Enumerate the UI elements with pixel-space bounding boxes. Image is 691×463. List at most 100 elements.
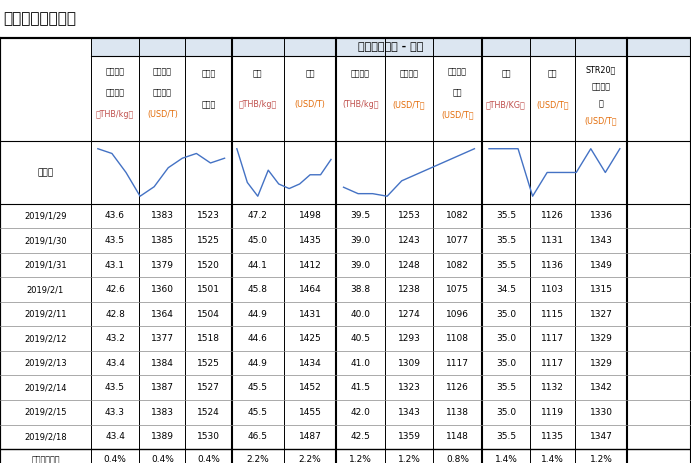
Text: 1347: 1347 [589, 432, 612, 441]
Text: 1501: 1501 [197, 285, 220, 294]
Text: 1487: 1487 [299, 432, 321, 441]
Text: 1243: 1243 [397, 236, 420, 245]
Text: 1327: 1327 [589, 310, 612, 319]
Text: 1117: 1117 [541, 334, 564, 343]
Text: 1379: 1379 [151, 261, 174, 269]
Text: 43.5: 43.5 [105, 236, 125, 245]
Text: 38.8: 38.8 [350, 285, 370, 294]
Text: 1108: 1108 [446, 334, 469, 343]
Text: 42.0: 42.0 [350, 408, 370, 417]
Text: 1253: 1253 [397, 212, 420, 220]
Text: (USD/T）: (USD/T） [585, 116, 617, 125]
Text: 1525: 1525 [197, 359, 220, 368]
Text: （THB/kg）: （THB/kg） [238, 100, 277, 109]
Text: 42.6: 42.6 [105, 285, 125, 294]
Text: 泰国原料市场 - 宋卡: 泰国原料市场 - 宋卡 [358, 42, 424, 52]
Text: 1115: 1115 [541, 310, 564, 319]
Text: 43.4: 43.4 [105, 359, 125, 368]
Text: 1377: 1377 [151, 334, 174, 343]
Text: 42.8: 42.8 [105, 310, 125, 319]
Text: 1096: 1096 [446, 310, 469, 319]
Text: 1389: 1389 [151, 432, 174, 441]
Text: 1.4%: 1.4% [495, 455, 518, 463]
Text: 与上一日相比: 与上一日相比 [31, 455, 59, 463]
Text: 烟片: 烟片 [253, 70, 263, 79]
Text: 1431: 1431 [299, 310, 321, 319]
Text: 35.5: 35.5 [496, 236, 516, 245]
Text: 1435: 1435 [299, 236, 321, 245]
Text: 乳胶制成: 乳胶制成 [448, 67, 467, 76]
Text: 1425: 1425 [299, 334, 321, 343]
Text: 1.4%: 1.4% [541, 455, 564, 463]
Text: 1343: 1343 [589, 236, 612, 245]
Text: (USD/T): (USD/T) [147, 110, 178, 119]
Text: 1387: 1387 [151, 383, 174, 392]
Text: 1126: 1126 [541, 212, 564, 220]
Text: 45.5: 45.5 [248, 383, 268, 392]
Text: （THB/kg）: （THB/kg） [96, 110, 134, 119]
Text: 1364: 1364 [151, 310, 174, 319]
Text: 1077: 1077 [446, 236, 469, 245]
Text: 1135: 1135 [541, 432, 564, 441]
Text: 1383: 1383 [151, 408, 174, 417]
Text: 1238: 1238 [397, 285, 420, 294]
Text: 1527: 1527 [197, 383, 220, 392]
Text: 1136: 1136 [541, 261, 564, 269]
Text: 1384: 1384 [151, 359, 174, 368]
Text: 45.8: 45.8 [248, 285, 268, 294]
Text: 46.5: 46.5 [248, 432, 268, 441]
Text: 2019/2/11: 2019/2/11 [24, 310, 66, 319]
Text: 41.5: 41.5 [350, 383, 370, 392]
Text: 43.5: 43.5 [105, 383, 125, 392]
Text: 0.4%: 0.4% [104, 455, 126, 463]
Text: 35.5: 35.5 [496, 432, 516, 441]
Text: 1520: 1520 [197, 261, 220, 269]
Text: 2.2%: 2.2% [247, 455, 269, 463]
Text: 42.5: 42.5 [350, 432, 370, 441]
Text: 35.5: 35.5 [496, 383, 516, 392]
Text: 1082: 1082 [446, 212, 469, 220]
Text: 1342: 1342 [589, 383, 612, 392]
Text: 35.0: 35.0 [496, 408, 516, 417]
Text: （白片）: （白片） [106, 89, 124, 98]
Text: 2.2%: 2.2% [299, 455, 321, 463]
Text: 1148: 1148 [446, 432, 469, 441]
Text: (USD/T）: (USD/T） [392, 100, 425, 109]
Text: 0.4%: 0.4% [197, 455, 220, 463]
Text: 1504: 1504 [197, 310, 220, 319]
Text: 1455: 1455 [299, 408, 321, 417]
Text: 1315: 1315 [589, 285, 612, 294]
Text: STR20完: STR20完 [586, 66, 616, 75]
Text: 39.0: 39.0 [350, 236, 370, 245]
Text: 1138: 1138 [446, 408, 469, 417]
Text: 未熏烟片: 未熏烟片 [106, 67, 124, 76]
Text: 2019/2/13: 2019/2/13 [24, 359, 67, 368]
Text: （THB/KG）: （THB/KG） [486, 100, 526, 109]
Text: 1082: 1082 [446, 261, 469, 269]
Text: 1383: 1383 [151, 212, 174, 220]
Text: 1336: 1336 [589, 212, 612, 220]
Text: 迷你图: 迷你图 [37, 168, 53, 177]
Text: 1117: 1117 [541, 359, 564, 368]
Text: 1309: 1309 [397, 359, 421, 368]
Text: 1525: 1525 [197, 236, 220, 245]
Text: 44.6: 44.6 [248, 334, 267, 343]
Text: 2019/1/29: 2019/1/29 [24, 212, 66, 220]
Text: 1330: 1330 [589, 408, 612, 417]
Bar [91, 38, 691, 56]
Text: 1452: 1452 [299, 383, 321, 392]
Text: 1385: 1385 [151, 236, 174, 245]
Text: 44.9: 44.9 [248, 359, 267, 368]
Text: 39.0: 39.0 [350, 261, 370, 269]
Text: 43.1: 43.1 [105, 261, 125, 269]
Text: 34.5: 34.5 [496, 285, 516, 294]
Text: 1412: 1412 [299, 261, 321, 269]
Text: 44.9: 44.9 [248, 310, 267, 319]
Text: 35.0: 35.0 [496, 310, 516, 319]
Text: (USD/T）: (USD/T） [442, 110, 474, 119]
Text: 1524: 1524 [197, 408, 220, 417]
Text: 成本: 成本 [453, 89, 462, 98]
Text: 40.5: 40.5 [350, 334, 370, 343]
Text: 1119: 1119 [541, 408, 564, 417]
Text: 1343: 1343 [397, 408, 420, 417]
